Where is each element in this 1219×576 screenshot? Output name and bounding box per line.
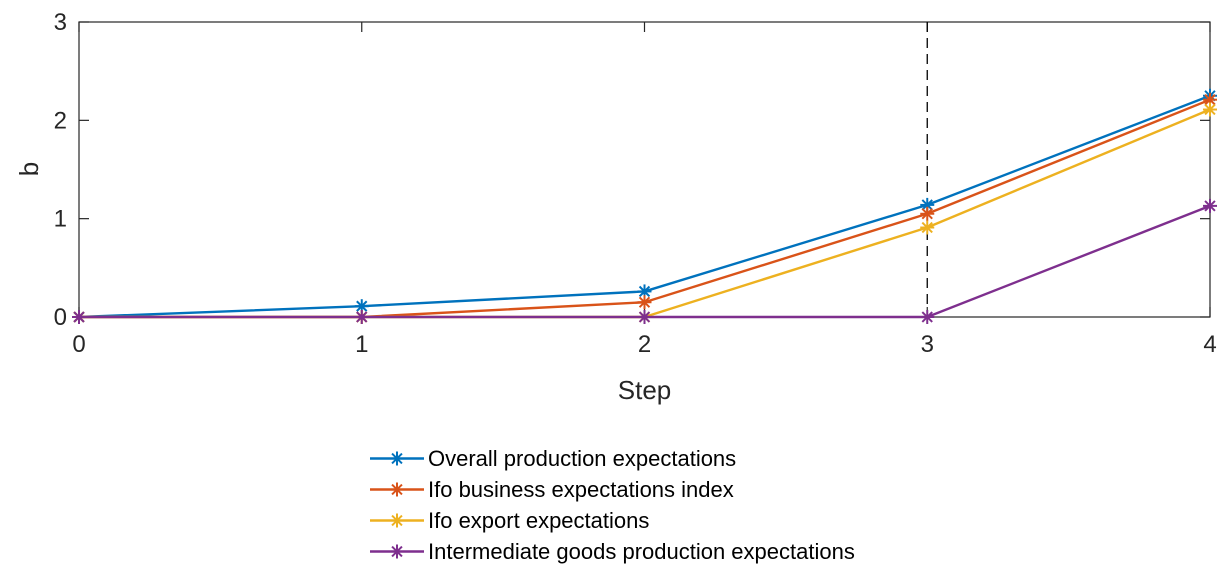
data-point (1203, 102, 1217, 117)
y-tick-label: 2 (54, 107, 67, 134)
legend-marker (390, 451, 404, 466)
legend-marker (390, 482, 404, 497)
legend-label: Ifo business expectations index (428, 476, 734, 502)
data-point (72, 310, 86, 324)
legend-item: Ifo export expectations (368, 505, 855, 536)
legend-label: Ifo export expectations (428, 507, 650, 533)
x-tick-label: 3 (921, 331, 934, 358)
legend-item: Ifo business expectations index (368, 474, 855, 505)
data-point (920, 220, 935, 235)
y-axis-title: b (14, 162, 44, 176)
y-tick-label: 0 (54, 304, 67, 331)
data-point (920, 206, 935, 221)
data-point (637, 310, 652, 324)
tick-labels: 0 1 2 3 4 0 1 2 3 (54, 9, 1217, 358)
legend-swatch (370, 544, 424, 559)
legend: Overall production expectations Ifo busin… (368, 443, 855, 567)
axis-ticks (78, 21, 1211, 318)
x-tick-label: 4 (1203, 331, 1216, 358)
data-point (920, 310, 935, 324)
data-point (1203, 198, 1217, 213)
y-tick-label: 3 (54, 9, 67, 36)
x-tick-label: 2 (638, 331, 651, 358)
legend-item: Intermediate goods production expectatio… (368, 536, 855, 567)
legend-swatch (370, 513, 424, 528)
x-tick-label: 0 (72, 331, 85, 358)
series-4 (72, 198, 1217, 324)
data-point (354, 310, 369, 324)
legend-label: Intermediate goods production expectatio… (428, 538, 855, 564)
legend-swatch (370, 482, 424, 497)
data-point (637, 295, 652, 310)
data-point (637, 284, 652, 299)
x-tick-label: 1 (355, 331, 368, 358)
data-point (920, 197, 935, 212)
legend-marker (390, 544, 404, 559)
legend-swatch (370, 451, 424, 466)
y-tick-label: 1 (54, 206, 67, 233)
x-axis-title: Step (618, 375, 672, 405)
legend-item: Overall production expectations (368, 443, 855, 474)
series-group (72, 88, 1217, 324)
legend-marker (390, 513, 404, 528)
legend-label: Overall production expectations (428, 445, 737, 471)
